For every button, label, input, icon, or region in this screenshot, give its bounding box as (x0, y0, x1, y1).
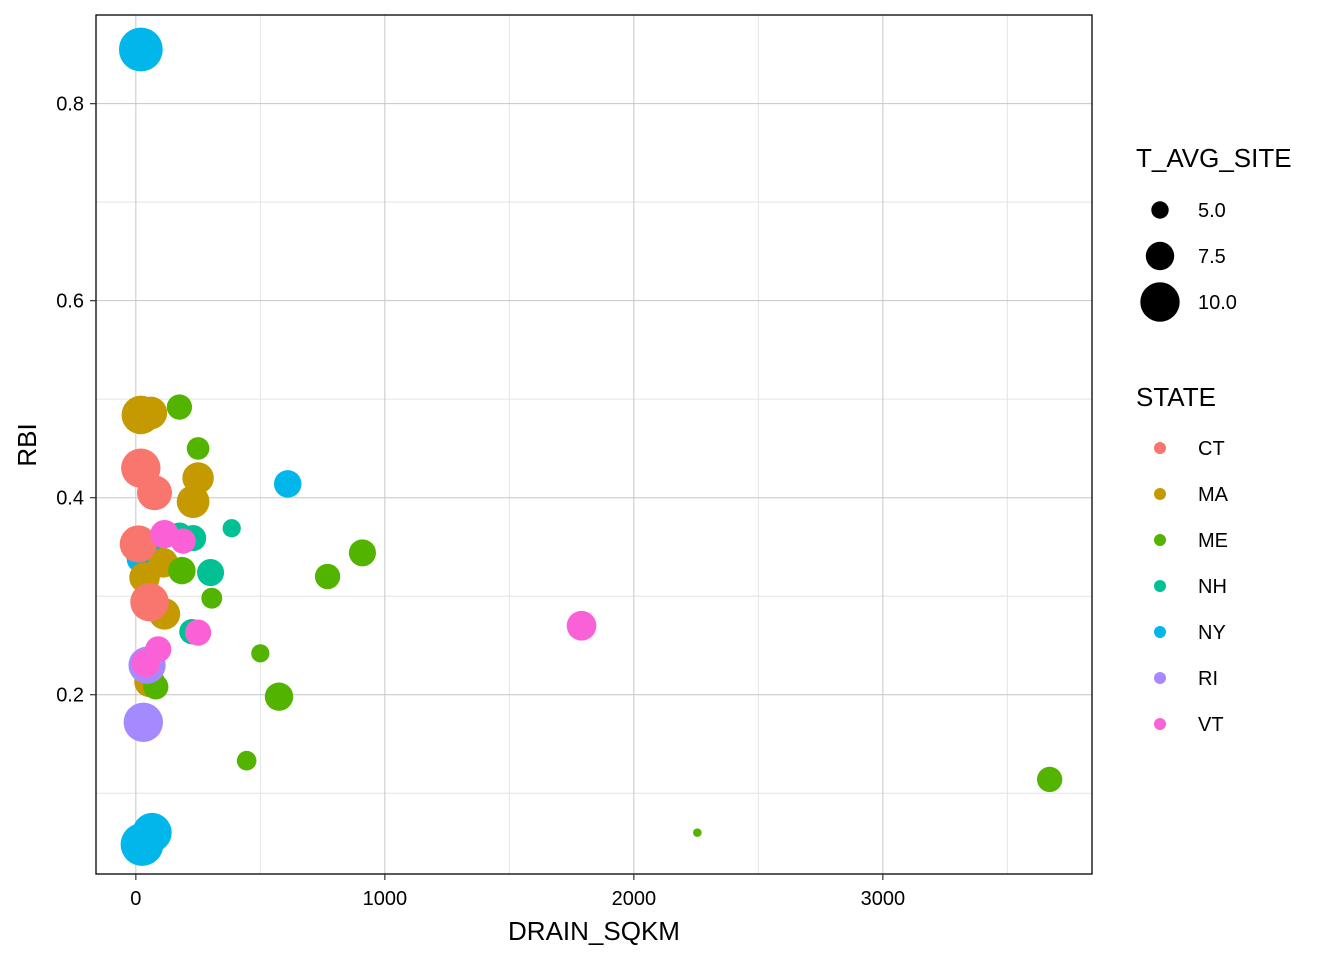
color-legend-label: ME (1198, 530, 1228, 552)
color-legend-key-ny (1154, 626, 1166, 638)
size-legend-label: 10.0 (1198, 292, 1237, 314)
data-point-me (168, 557, 196, 585)
y-tick-label: 0.6 (56, 291, 84, 313)
size-legend-key (1140, 282, 1179, 321)
size-legend-label: 5.0 (1198, 200, 1226, 222)
data-point-me (237, 751, 257, 771)
data-point-vt (132, 649, 160, 677)
y-axis-title: RBI (12, 423, 42, 466)
data-point-me (349, 539, 376, 566)
color-legend-label: CT (1198, 438, 1225, 460)
color-legend-label: RI (1198, 668, 1218, 690)
data-point-me (251, 644, 269, 662)
color-legend-key-nh (1154, 580, 1166, 592)
x-axis-ticks: 0 1000 2000 3000 (130, 874, 905, 910)
y-axis-ticks: 0.2 0.4 0.6 0.8 (56, 94, 96, 707)
data-point-ny (274, 470, 302, 498)
color-legend-title: STATE (1136, 382, 1216, 412)
x-axis-title: DRAIN_SQKM (508, 916, 680, 946)
color-legend-key-me (1154, 534, 1166, 546)
x-tick-label: 1000 (363, 888, 408, 910)
color-legend-key-ri (1154, 672, 1166, 684)
y-tick-label: 0.2 (56, 685, 84, 707)
data-point-nh (223, 519, 241, 537)
data-point-ny (121, 823, 164, 866)
y-tick-label: 0.8 (56, 94, 84, 116)
data-point-ct (137, 475, 172, 510)
data-point-ma (134, 397, 167, 430)
data-point-ma (177, 485, 210, 518)
size-legend-title: T_AVG_SITE (1136, 143, 1292, 173)
color-legend-key-vt (1154, 718, 1166, 730)
data-point-me (1037, 767, 1062, 792)
x-tick-label: 0 (130, 888, 141, 910)
data-point-ny (119, 28, 163, 72)
data-point-vt (567, 611, 597, 641)
color-legend-key-ct (1154, 442, 1166, 454)
data-point-nh (197, 559, 224, 586)
y-tick-label: 0.4 (56, 488, 84, 510)
color-legend-label: MA (1198, 484, 1229, 506)
x-tick-label: 2000 (612, 888, 657, 910)
color-legend-key-ma (1154, 488, 1166, 500)
color-legend: STATE CT MA ME NH NY RI VT (1136, 382, 1229, 736)
color-legend-label: NY (1198, 622, 1226, 644)
data-point-vt (170, 528, 195, 553)
data-point-ct (130, 583, 169, 622)
data-point-ri (124, 703, 163, 742)
size-legend-key (1151, 201, 1168, 218)
data-point-me (265, 682, 293, 710)
data-point-me (187, 437, 210, 460)
color-legend-label: NH (1198, 576, 1227, 598)
data-point-me (315, 564, 340, 589)
size-legend-label: 7.5 (1198, 246, 1226, 268)
size-legend: T_AVG_SITE 5.0 7.5 10.0 (1136, 143, 1292, 322)
color-legend-label: VT (1198, 714, 1224, 736)
x-tick-label: 3000 (861, 888, 906, 910)
size-legend-key (1146, 242, 1174, 270)
data-point-me (167, 394, 192, 419)
data-point-me (201, 588, 222, 609)
data-point-me (693, 828, 702, 837)
plot-background (96, 15, 1092, 874)
data-point-vt (185, 620, 211, 646)
